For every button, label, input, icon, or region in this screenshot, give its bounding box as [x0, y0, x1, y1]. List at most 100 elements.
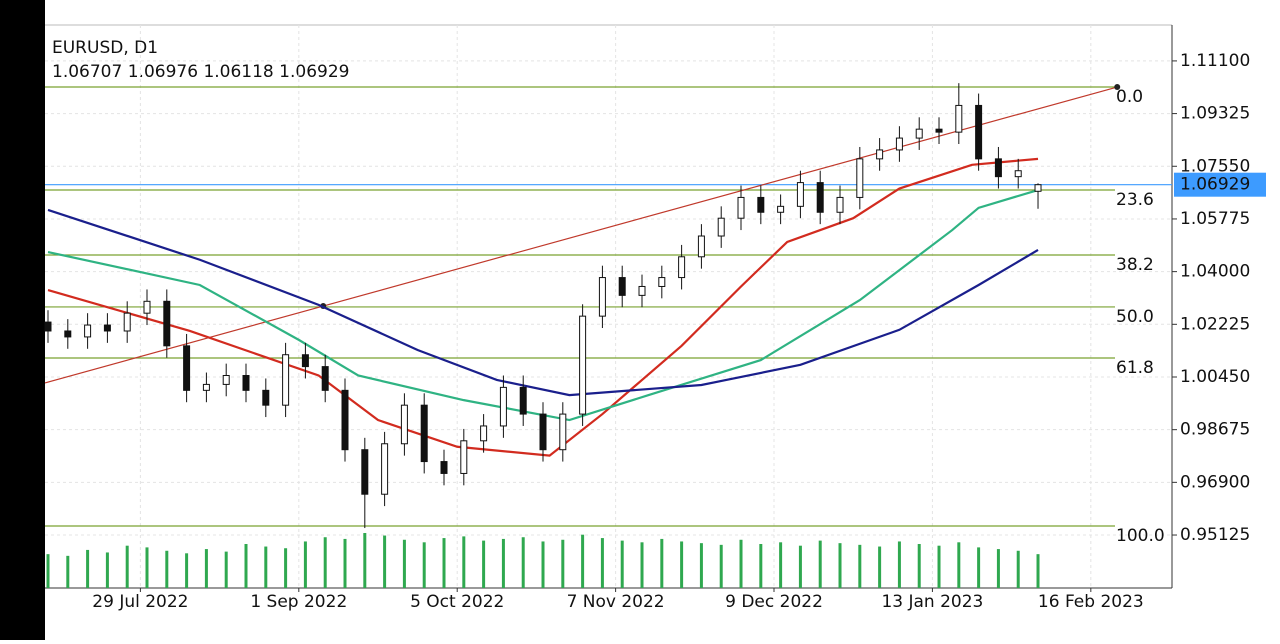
- volume-bar: [838, 543, 842, 588]
- candle-body: [915, 128, 923, 139]
- volume-bar: [1036, 554, 1040, 588]
- fib-label: 61.8: [1116, 358, 1154, 378]
- candle-body: [64, 330, 72, 338]
- volume-bar: [343, 538, 347, 588]
- open-value: 1.06707: [52, 62, 122, 82]
- candle-body: [816, 182, 824, 213]
- volume-bar: [46, 554, 50, 588]
- volume-bar: [917, 544, 921, 588]
- volume-bar: [541, 541, 545, 588]
- candle-body: [222, 375, 230, 385]
- volume-bar: [640, 542, 644, 588]
- volume-bar: [521, 537, 525, 588]
- volume-bar: [680, 541, 684, 588]
- volume-bar: [739, 539, 743, 588]
- candle-body: [499, 386, 507, 427]
- volume-bar: [323, 537, 327, 588]
- candle-body: [598, 277, 606, 317]
- candle-body: [282, 354, 290, 406]
- volume-bar: [363, 533, 367, 588]
- volume-bar: [383, 535, 387, 588]
- candle-body: [796, 182, 804, 207]
- volume-bar: [759, 544, 763, 588]
- price-tag-label: 1.06929: [1180, 175, 1250, 195]
- sidebar: [0, 0, 45, 640]
- trend-anchor: [1114, 84, 1121, 91]
- candle-body: [856, 158, 864, 198]
- fib-label: 23.6: [1116, 190, 1154, 210]
- x-tick-label: 29 Jul 2022: [92, 592, 188, 612]
- candle-body: [777, 205, 785, 213]
- volume-bar: [600, 538, 604, 588]
- x-tick-label: 1 Sep 2022: [250, 592, 347, 612]
- volume-bar: [105, 552, 109, 588]
- candle-body: [678, 256, 686, 279]
- candle-body: [955, 104, 963, 133]
- candle-body: [262, 389, 270, 406]
- fib-label: 0.0: [1116, 87, 1143, 107]
- candle-body: [84, 324, 92, 338]
- volume-bar: [620, 540, 624, 588]
- volume-bar: [402, 539, 406, 588]
- candle-body: [638, 285, 646, 296]
- y-tick-label: 0.98675: [1180, 420, 1250, 440]
- volume-bar: [86, 549, 90, 588]
- volume-bar: [204, 549, 208, 588]
- candle-body: [618, 277, 626, 296]
- candle-body: [876, 149, 884, 160]
- candle-body: [381, 443, 389, 495]
- volume-bar: [719, 544, 723, 588]
- y-tick-label: 1.02225: [1180, 314, 1250, 334]
- fib-label: 100.0: [1116, 526, 1165, 546]
- candle-body: [757, 196, 765, 213]
- candle-body: [242, 375, 250, 391]
- y-tick-label: 1.04000: [1180, 262, 1250, 282]
- candle-body: [559, 413, 567, 451]
- y-tick-label: 1.07550: [1180, 156, 1250, 176]
- volume-bar: [1016, 550, 1020, 588]
- volume-bar: [165, 550, 169, 588]
- candle-body: [183, 345, 191, 391]
- candle-body: [994, 158, 1002, 178]
- y-tick-label: 1.05775: [1180, 209, 1250, 229]
- volume-bar: [284, 548, 288, 588]
- candle-body: [1014, 170, 1022, 178]
- volume-bar: [996, 549, 1000, 588]
- fib-label: 38.2: [1116, 255, 1154, 275]
- candle-body: [935, 128, 943, 133]
- volume-bar: [581, 534, 585, 588]
- y-tick-label: 1.09325: [1180, 104, 1250, 124]
- volume-bar: [442, 538, 446, 588]
- high-value: 1.06976: [128, 62, 198, 82]
- volume-bar: [224, 551, 228, 588]
- candle-body: [123, 312, 131, 332]
- volume-bar: [937, 545, 941, 588]
- candle-body: [143, 300, 151, 314]
- volume-bar: [125, 545, 129, 588]
- volume-bar: [482, 540, 486, 588]
- volume-bar: [957, 542, 961, 588]
- volume-bar: [145, 547, 149, 588]
- volume-bar: [818, 540, 822, 588]
- volume-bar: [897, 541, 901, 588]
- volume-bar: [303, 541, 307, 588]
- x-tick-label: 7 Nov 2022: [567, 592, 665, 612]
- candle-body: [321, 366, 329, 391]
- volume-bar: [264, 546, 268, 588]
- volume-bar: [462, 536, 466, 588]
- volume-bar: [977, 547, 981, 588]
- candle-body: [717, 217, 725, 237]
- volume-bar: [779, 542, 783, 588]
- candle-body: [836, 196, 844, 213]
- candle-body: [440, 461, 448, 474]
- candle-body: [737, 196, 745, 219]
- volume-bar: [878, 546, 882, 588]
- candle-body: [103, 324, 111, 332]
- y-tick-label: 1.00450: [1180, 367, 1250, 387]
- ohlc-readout: 1.06707 1.06976 1.06118 1.06929: [52, 62, 349, 82]
- close-value: 1.06929: [279, 62, 349, 82]
- x-tick-label: 13 Jan 2023: [881, 592, 983, 612]
- candle-body: [400, 404, 408, 445]
